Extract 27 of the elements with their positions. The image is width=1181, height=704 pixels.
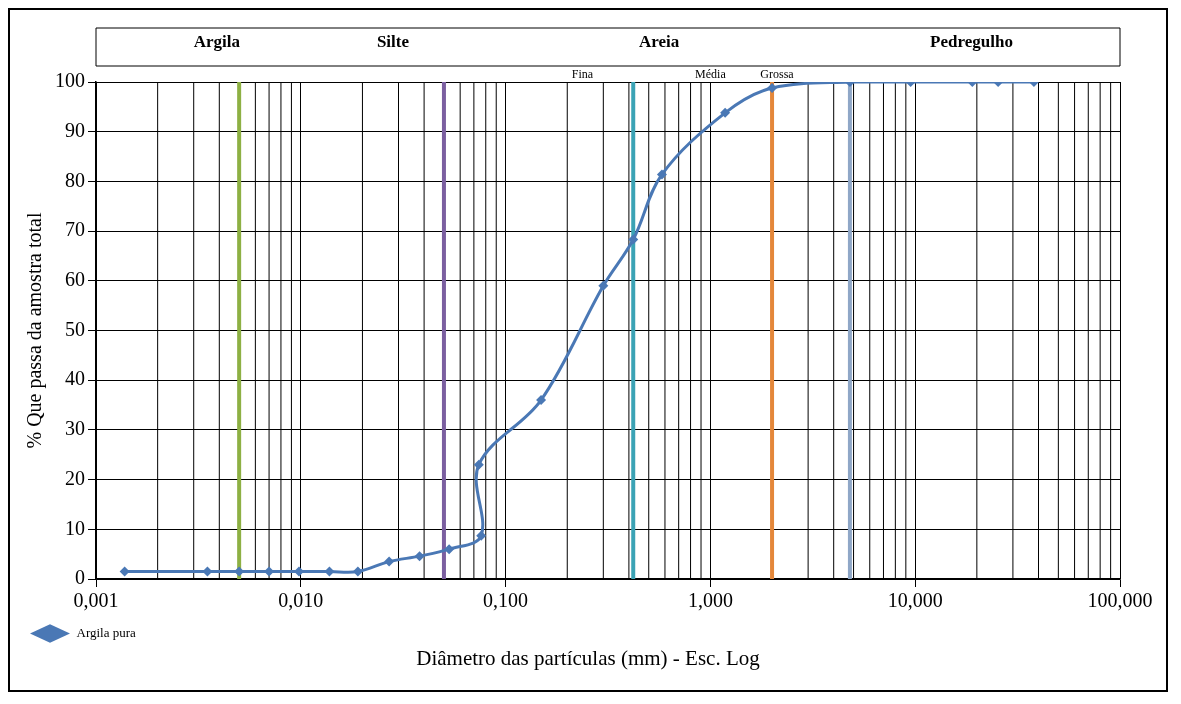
x-tick-label: 0,100	[483, 589, 529, 612]
y-tick-label: 10	[65, 516, 85, 539]
text: Grossa	[760, 67, 795, 82]
x-tick-label: 100,000	[1087, 589, 1153, 612]
x-tick-label: 1,000	[687, 589, 733, 612]
x-tick-label: 10,000	[887, 589, 943, 612]
text: Média	[695, 67, 727, 82]
y-tick-label: 50	[65, 317, 85, 340]
text: Pedregulho	[930, 32, 1013, 52]
y-tick-label: 40	[65, 367, 85, 390]
y-tick-label: 80	[65, 168, 85, 191]
text: Fina	[571, 67, 594, 82]
text: Argila	[193, 32, 241, 52]
text: Silte	[376, 32, 410, 52]
y-tick-label: 100	[55, 69, 85, 92]
x-axis-title: Diâmetro das partículas (mm) - Esc. Log	[415, 646, 761, 671]
x-tick-label: 0,001	[73, 589, 119, 612]
y-tick-label: 0	[75, 566, 85, 589]
y-tick-label: 70	[65, 218, 85, 241]
legend-label: Argila pura	[76, 624, 137, 640]
x-tick-label: 0,010	[278, 589, 324, 612]
y-tick-label: 30	[65, 417, 85, 440]
y-tick-label: 20	[65, 466, 85, 489]
y-axis-title: % Que passa da amostra total	[23, 212, 47, 449]
text: Areia	[639, 32, 680, 52]
y-tick-label: 60	[65, 268, 85, 291]
y-tick-label: 90	[65, 118, 85, 141]
